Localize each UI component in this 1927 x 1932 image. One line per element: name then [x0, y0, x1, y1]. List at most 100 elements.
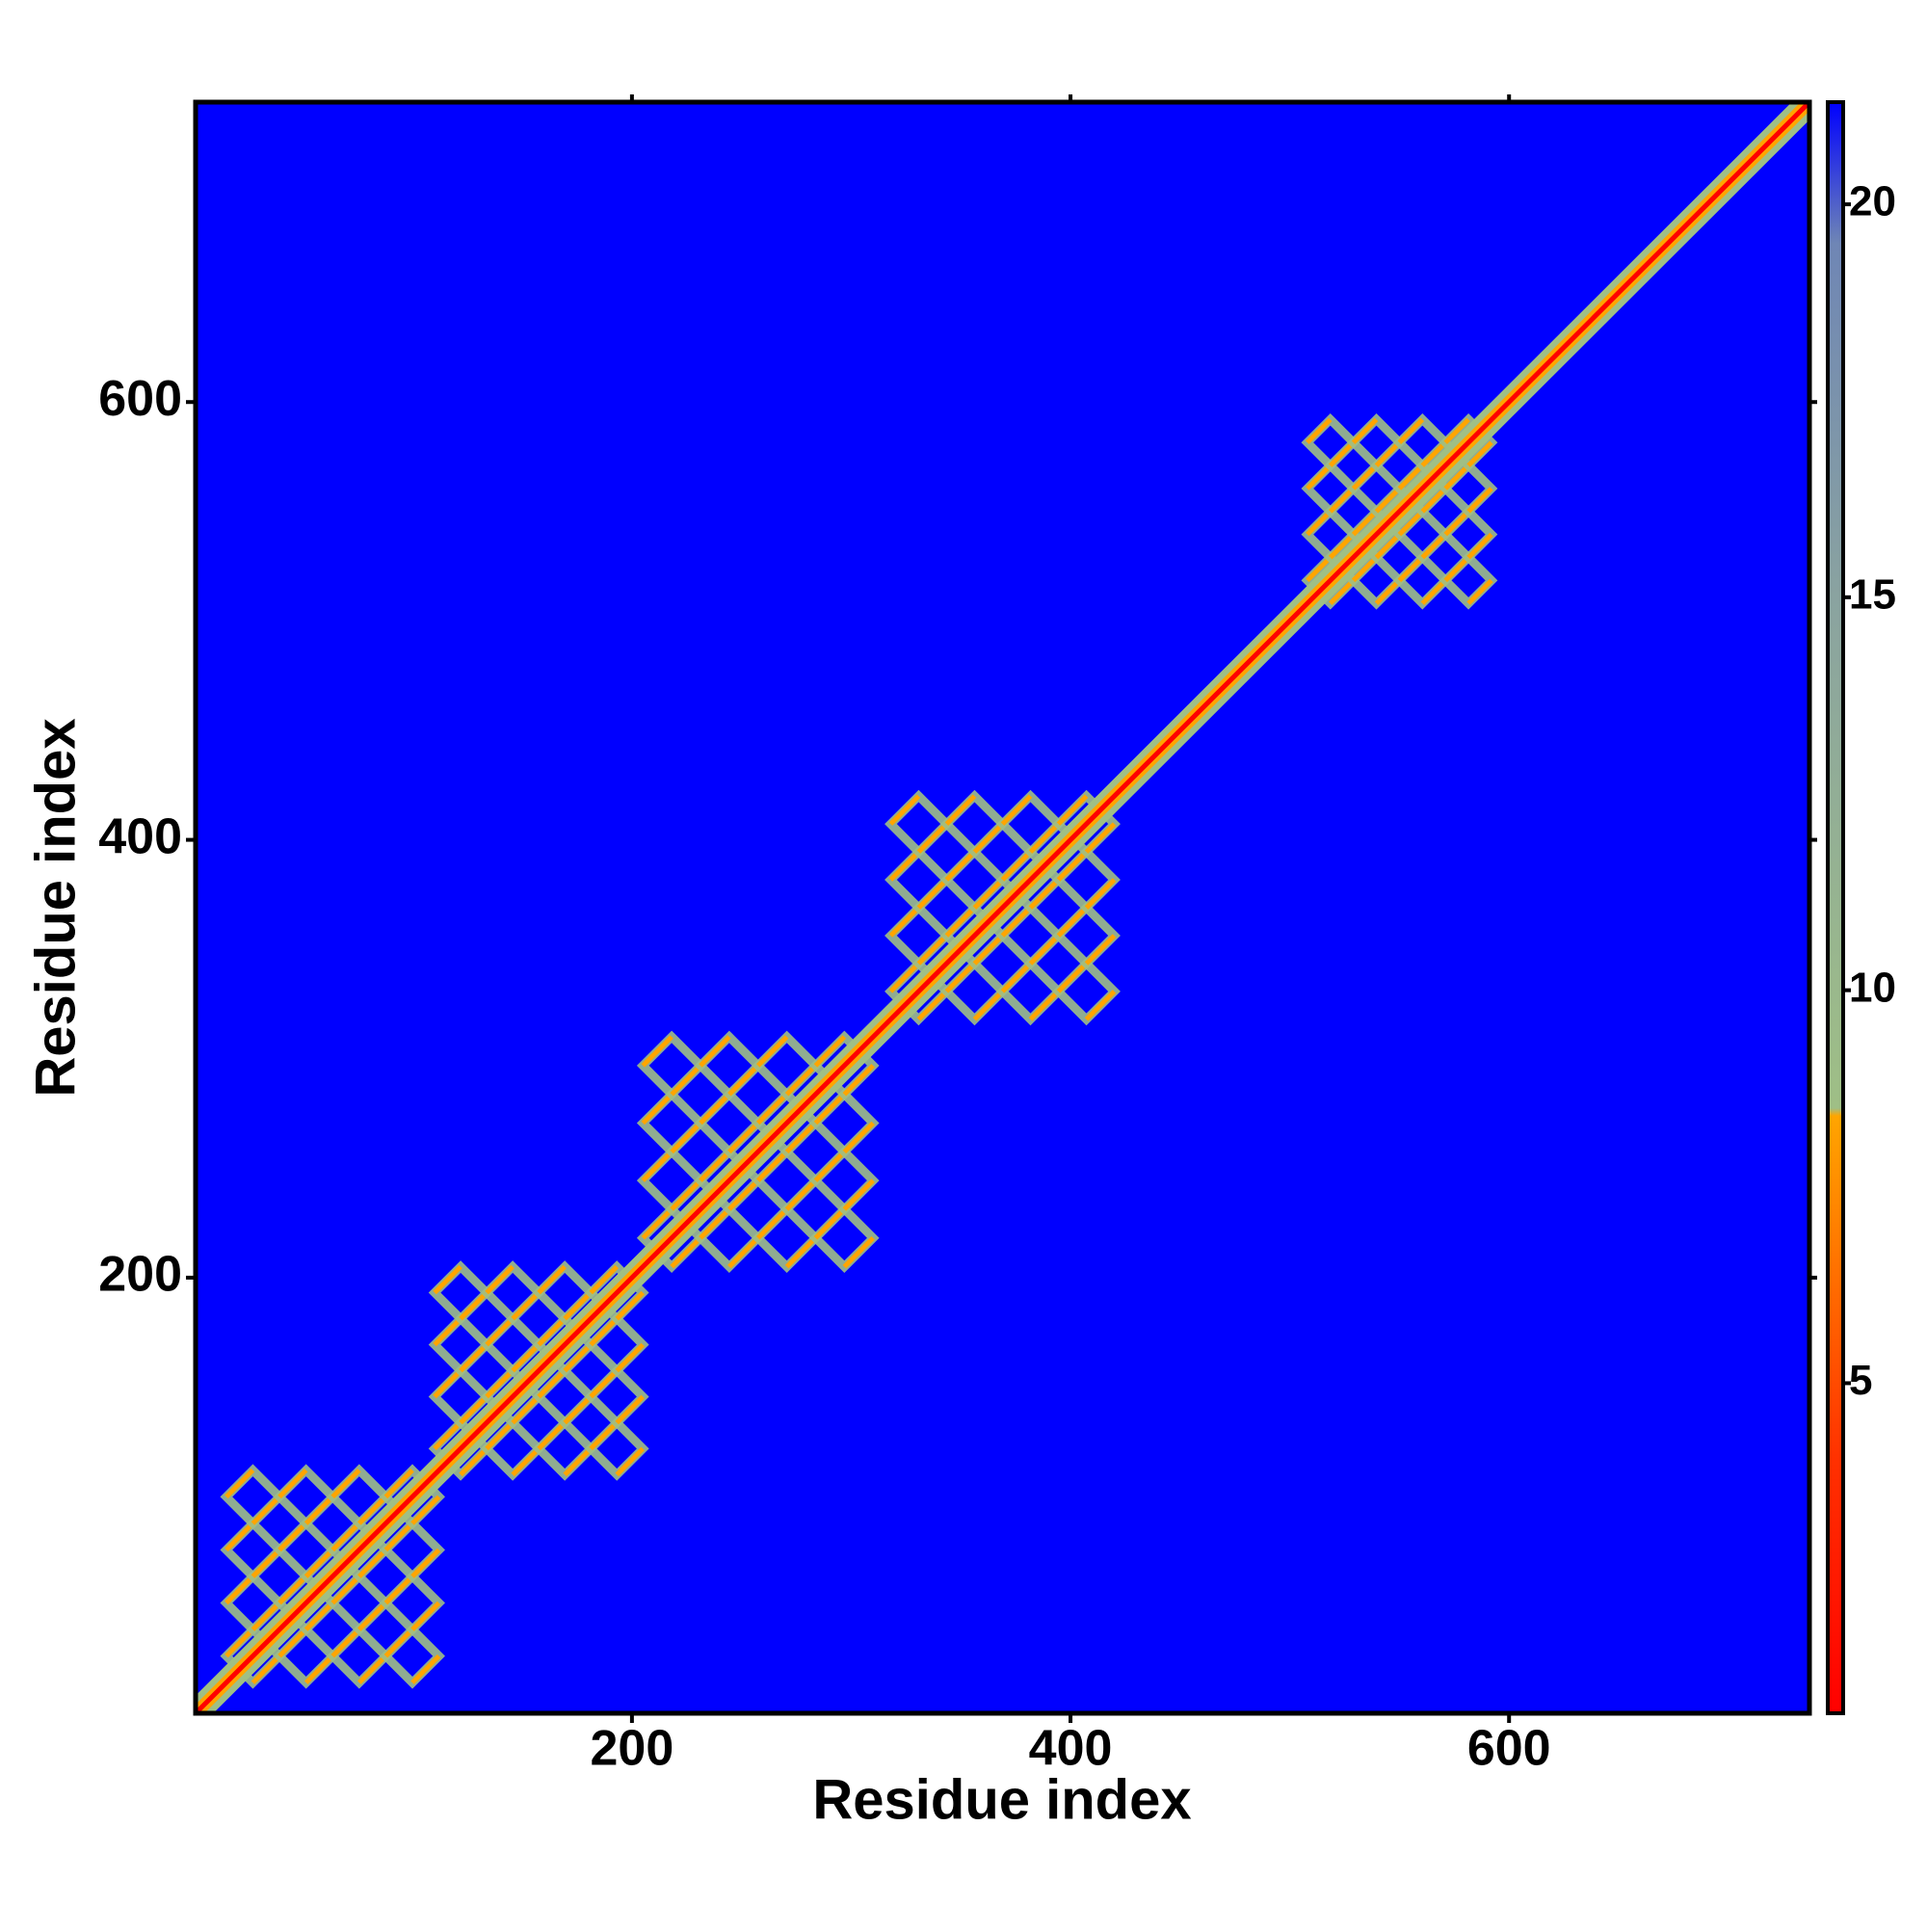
- contact-strip: [916, 990, 949, 1021]
- contact-strip: [727, 1064, 760, 1097]
- contact-strip: [1056, 906, 1089, 938]
- contact-strip: [357, 1548, 388, 1578]
- contact-strip: [1000, 794, 1033, 826]
- contact-strip: [589, 1368, 620, 1399]
- x-tick-label: 600: [1467, 1721, 1551, 1777]
- contact-strip: [277, 1628, 308, 1658]
- contact-strip: [641, 1150, 673, 1182]
- colorbar: [1826, 100, 1845, 1715]
- contact-strip: [224, 1522, 255, 1552]
- contact-strip: [563, 1342, 593, 1373]
- x-tick-label: 200: [591, 1721, 674, 1777]
- contact-strip: [511, 1394, 541, 1425]
- contact-strip: [1443, 417, 1470, 445]
- colorbar-tick-label: 10: [1849, 964, 1896, 1011]
- contact-strip: [1374, 487, 1402, 514]
- contact-strip: [304, 1654, 335, 1685]
- contact-strip: [330, 1522, 361, 1552]
- contact-strip: [1420, 532, 1447, 560]
- contact-strip: [916, 822, 949, 854]
- contact-strip: [699, 1207, 731, 1240]
- y-axis-title: Residue index: [24, 718, 87, 1097]
- contact-strip: [670, 1235, 702, 1269]
- contact-strip: [1000, 850, 1033, 882]
- contact-strip: [1351, 463, 1379, 490]
- contact-strip: [563, 1394, 593, 1425]
- contact-strip: [277, 1469, 308, 1499]
- contact-strip: [1443, 463, 1470, 490]
- diagonal: [196, 102, 1809, 1713]
- y-tick-label: 400: [98, 808, 182, 864]
- contact-strip: [615, 1342, 646, 1373]
- contact-strip: [888, 794, 921, 826]
- contact-strip: [888, 906, 921, 938]
- contact-strip: [410, 1654, 441, 1685]
- contact-strip: [888, 962, 921, 993]
- contact-strip: [357, 1601, 388, 1631]
- y-tick-label: 200: [98, 1247, 182, 1303]
- domain-block: [220, 1464, 445, 1689]
- contact-strip: [755, 1207, 789, 1240]
- contact-strip: [251, 1548, 281, 1578]
- contact-strip: [813, 1150, 847, 1182]
- contact-strip: [972, 822, 1005, 854]
- contact-strip: [670, 1064, 702, 1097]
- contact-strip: [459, 1394, 488, 1425]
- contact-strip: [1351, 555, 1379, 583]
- contact-strip: [972, 878, 1005, 910]
- contact-strip: [1328, 532, 1356, 560]
- contact-strip: [1328, 578, 1356, 606]
- contact-strip: [537, 1264, 567, 1295]
- contact-strip: [888, 850, 921, 882]
- contact-strip: [699, 1035, 731, 1068]
- contact-strip: [485, 1420, 515, 1451]
- contact-strip: [1328, 487, 1356, 514]
- contact-strip: [1084, 878, 1117, 910]
- contact-strip: [615, 1446, 646, 1477]
- contact-strip: [1306, 555, 1333, 583]
- domain-block: [1301, 412, 1498, 610]
- colorbar-tick-label: 20: [1849, 178, 1896, 225]
- contact-strip: [1351, 510, 1379, 537]
- contact-strip: [485, 1264, 515, 1295]
- contact-strip: [755, 1150, 789, 1182]
- contact-strip: [304, 1495, 335, 1525]
- contact-strip: [755, 1035, 789, 1068]
- contact-strip: [1028, 878, 1061, 910]
- contact-strip: [1420, 440, 1447, 467]
- contact-strip: [842, 1064, 875, 1097]
- contact-strip: [1397, 510, 1425, 537]
- contact-strip: [641, 1035, 673, 1068]
- contact-strip: [755, 1092, 789, 1125]
- contact-strip: [330, 1575, 361, 1605]
- contact-strip: [459, 1446, 488, 1477]
- contact-strip: [589, 1264, 620, 1295]
- contact-strip: [537, 1368, 567, 1399]
- contact-strip: [1443, 555, 1470, 583]
- contact-strip: [383, 1628, 414, 1658]
- contact-strip: [1397, 417, 1425, 445]
- contact-strip: [641, 1092, 673, 1125]
- contact-strip: [304, 1601, 335, 1631]
- contact-strip: [615, 1290, 646, 1321]
- contact-strip: [1000, 962, 1033, 993]
- contact-strip: [842, 1235, 875, 1269]
- contact-strip: [1084, 990, 1117, 1021]
- contact-strip: [1466, 578, 1493, 606]
- contact-strip: [1306, 510, 1333, 537]
- contact-strip: [944, 962, 977, 993]
- contact-strip: [1306, 417, 1333, 445]
- contact-strip: [589, 1316, 620, 1347]
- heatmap-cells: [196, 102, 1809, 1713]
- contact-strip: [224, 1575, 255, 1605]
- contact-strip: [433, 1316, 462, 1347]
- contact-strip: [784, 1064, 818, 1097]
- contact-strip: [1397, 463, 1425, 490]
- contact-strip: [670, 1178, 702, 1211]
- contact-strip: [1374, 578, 1402, 606]
- contact-strip: [784, 1121, 818, 1154]
- contact-strip: [589, 1420, 620, 1451]
- contact-strip: [459, 1290, 488, 1321]
- x-axis-title: Residue index: [812, 1768, 1191, 1831]
- contact-strip: [251, 1495, 281, 1525]
